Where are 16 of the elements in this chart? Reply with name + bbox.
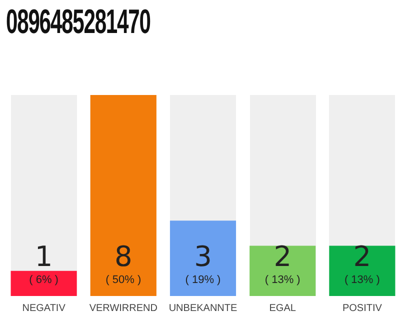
x-tick-label: POSITIV: [342, 302, 382, 314]
annotation: ( 6% ): [29, 274, 58, 286]
x-tick-label: UNBEKANNTE: [168, 302, 238, 314]
data-label: 8: [114, 240, 132, 273]
annotation: ( 50% ): [106, 274, 142, 286]
data-label: 1: [34, 240, 53, 273]
annotation: ( 13% ): [264, 274, 300, 286]
x-tick-label: NEGATIV: [22, 302, 66, 314]
x-tick-label: EGAL: [269, 302, 296, 314]
data-label: 2: [353, 240, 372, 273]
x-tick-label: VERWIRREND: [89, 302, 158, 314]
annotation: ( 13% ): [344, 274, 380, 286]
data-label: 3: [194, 240, 212, 273]
chart-title: 0896485281470: [6, 2, 150, 42]
data-label: 2: [274, 240, 292, 273]
annotation: ( 19% ): [185, 274, 221, 286]
